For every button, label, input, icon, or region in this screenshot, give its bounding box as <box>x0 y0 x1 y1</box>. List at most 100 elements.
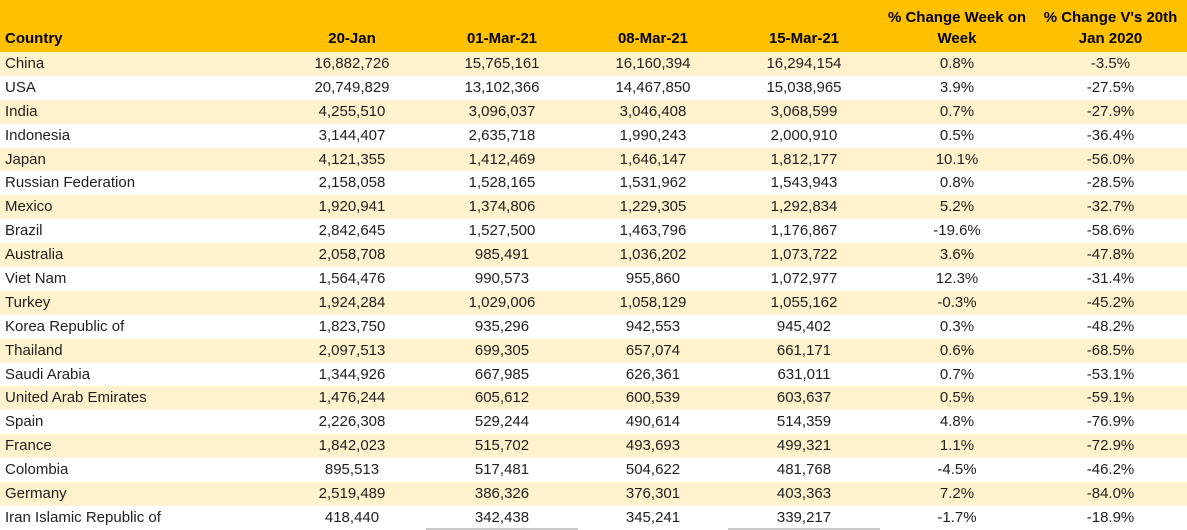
value-cell-01-mar-21: 2,635,718 <box>468 126 536 144</box>
value-cell-08-mar-21: 493,693 <box>625 437 681 455</box>
value-cell-pct-change-week-on-week: 0.8% <box>939 55 975 72</box>
value-cell-pct-change-week-on-week: 0.5% <box>939 389 975 407</box>
value-cell-15-mar-21: 514,359 <box>776 413 832 431</box>
country-cell: Colombia <box>5 461 69 479</box>
table-row: India 4,255,510 3,096,037 3,046,408 3,068,59… <box>0 99 1187 124</box>
value-cell-08-mar-21: 1,229,305 <box>619 198 687 216</box>
value-cell-pct-change-week-on-week: 0.7% <box>939 365 975 383</box>
header-cell-20-jan: 20-Jan <box>278 0 426 52</box>
header-cell-01-mar-21: 01-Mar-21 <box>426 0 578 52</box>
value-cell-08-mar-21: 657,074 <box>625 341 681 359</box>
value-cell-pct-change-vs-20-jan-2020: -47.8% <box>1086 246 1135 264</box>
value-cell-08-mar-21: 942,553 <box>625 317 681 335</box>
value-cell-20-jan: 2,158,058 <box>318 174 386 192</box>
value-cell-20-jan: 1,476,244 <box>318 389 386 407</box>
value-cell-pct-change-vs-20-jan-2020: -27.5% <box>1086 78 1135 96</box>
value-cell-08-mar-21: 1,990,243 <box>619 126 687 144</box>
value-cell-pct-change-vs-20-jan-2020: -36.4% <box>1086 126 1135 144</box>
value-cell-08-mar-21: 600,539 <box>625 389 681 407</box>
table-row: Mexico 1,920,941 1,374,806 1,229,305 1,292,8… <box>0 195 1187 220</box>
value-cell-pct-change-week-on-week: 5.2% <box>939 198 975 216</box>
value-cell-01-mar-21: 529,244 <box>474 413 530 431</box>
value-cell-20-jan: 4,255,510 <box>318 102 386 120</box>
value-cell-15-mar-21: 15,038,965 <box>766 78 842 96</box>
value-cell-pct-change-week-on-week: 7.2% <box>939 485 975 503</box>
value-cell-20-jan: 3,144,407 <box>318 126 386 144</box>
table-row: Thailand 2,097,513 699,305 657,074 661,171 0.… <box>0 338 1187 363</box>
value-cell-01-mar-21: 342,438 <box>426 506 578 530</box>
value-cell-pct-change-week-on-week: 0.3% <box>939 317 975 335</box>
country-cell: France <box>5 437 52 455</box>
value-cell-20-jan: 2,058,708 <box>318 246 386 264</box>
value-cell-08-mar-21: 1,531,962 <box>619 174 687 192</box>
value-cell-01-mar-21: 990,573 <box>474 270 530 288</box>
value-cell-15-mar-21: 339,217 <box>728 506 880 530</box>
table-row: Brazil 2,842,645 1,527,500 1,463,796 1,176,8… <box>0 219 1187 244</box>
value-cell-15-mar-21: 1,812,177 <box>770 150 838 168</box>
header-label-line: 15-Mar-21 <box>768 30 840 47</box>
value-cell-pct-change-vs-20-jan-2020: -56.0% <box>1086 150 1135 168</box>
value-cell-20-jan: 2,519,489 <box>318 485 386 503</box>
header-cell-08-mar-21: 08-Mar-21 <box>578 0 728 52</box>
table-row: Saudi Arabia 1,344,926 667,985 626,361 631,0… <box>0 362 1187 387</box>
country-cell: Germany <box>5 485 67 503</box>
value-cell-pct-change-vs-20-jan-2020: -45.2% <box>1086 293 1135 311</box>
header-label-line: Country <box>5 30 63 47</box>
value-cell-pct-change-vs-20-jan-2020: -32.7% <box>1086 198 1135 216</box>
value-cell-pct-change-week-on-week: -1.7% <box>937 508 977 526</box>
value-cell-01-mar-21: 699,305 <box>474 341 530 359</box>
value-cell-08-mar-21: 504,622 <box>625 461 681 479</box>
table-row: United Arab Emirates 1,476,244 605,612 600,… <box>0 386 1187 411</box>
header-label-line: % Change V's 20th <box>1043 9 1178 26</box>
value-cell-pct-change-week-on-week: 10.1% <box>935 150 979 168</box>
value-cell-15-mar-21: 945,402 <box>776 317 832 335</box>
country-cell: Spain <box>5 413 44 431</box>
value-cell-pct-change-vs-20-jan-2020: -48.2% <box>1086 317 1135 335</box>
country-cell: Turkey <box>5 293 51 311</box>
value-cell-20-jan: 1,564,476 <box>318 270 386 288</box>
value-cell-pct-change-vs-20-jan-2020: -72.9% <box>1086 437 1135 455</box>
value-cell-15-mar-21: 1,543,943 <box>770 174 838 192</box>
value-cell-pct-change-vs-20-jan-2020: -84.0% <box>1086 485 1135 503</box>
value-cell-01-mar-21: 1,527,500 <box>468 222 536 240</box>
value-cell-01-mar-21: 1,412,469 <box>468 150 536 168</box>
value-cell-pct-change-week-on-week: 1.1% <box>939 437 975 455</box>
country-cell: Mexico <box>5 198 53 216</box>
header-label-line: Week <box>937 30 977 47</box>
value-cell-20-jan: 20,749,829 <box>314 78 390 96</box>
table-row: Japan 4,121,355 1,412,469 1,646,147 1,812,17… <box>0 147 1187 172</box>
value-cell-01-mar-21: 605,612 <box>474 389 530 407</box>
header-label-line: 20-Jan <box>328 30 376 47</box>
value-cell-01-mar-21: 1,374,806 <box>468 198 536 216</box>
header-label-line: 01-Mar-21 <box>466 30 538 47</box>
value-cell-pct-change-week-on-week: 0.8% <box>939 174 975 192</box>
value-cell-pct-change-week-on-week: -19.6% <box>933 222 981 240</box>
table-row: Russian Federation 2,158,058 1,528,165 1,53… <box>0 171 1187 196</box>
value-cell-01-mar-21: 667,985 <box>474 365 530 383</box>
value-cell-20-jan: 1,344,926 <box>318 365 386 383</box>
value-cell-15-mar-21: 499,321 <box>776 437 832 455</box>
country-cell: China <box>5 55 45 72</box>
country-cell: Japan <box>5 150 46 168</box>
table-row: Korea Republic of 1,823,750 935,296 942,553… <box>0 314 1187 339</box>
table-body: China 16,882,726 15,765,161 16,160,394 16,29… <box>0 52 1187 530</box>
country-cell: Indonesia <box>5 126 71 144</box>
value-cell-pct-change-week-on-week: 0.7% <box>939 102 975 120</box>
header-label-line: 08-Mar-21 <box>617 30 689 47</box>
value-cell-pct-change-week-on-week: 3.6% <box>939 246 975 264</box>
value-cell-08-mar-21: 1,646,147 <box>619 150 687 168</box>
value-cell-08-mar-21: 1,058,129 <box>619 293 687 311</box>
table-row: Turkey 1,924,284 1,029,006 1,058,129 1,055,1… <box>0 290 1187 315</box>
value-cell-08-mar-21: 1,463,796 <box>619 222 687 240</box>
header-cell-15-mar-21: 15-Mar-21 <box>728 0 880 52</box>
country-cell: Australia <box>5 246 64 264</box>
header-cell-pct-change-vs-20-jan-2020: % Change V's 20th Jan 2020 <box>1034 0 1187 52</box>
value-cell-20-jan: 4,121,355 <box>318 150 386 168</box>
value-cell-15-mar-21: 2,000,910 <box>770 126 838 144</box>
value-cell-20-jan: 1,842,023 <box>318 437 386 455</box>
value-cell-01-mar-21: 517,481 <box>474 461 530 479</box>
value-cell-15-mar-21: 1,055,162 <box>770 293 838 311</box>
value-cell-20-jan: 895,513 <box>324 461 380 479</box>
country-cell: Thailand <box>5 341 63 359</box>
value-cell-01-mar-21: 13,102,366 <box>464 78 540 96</box>
